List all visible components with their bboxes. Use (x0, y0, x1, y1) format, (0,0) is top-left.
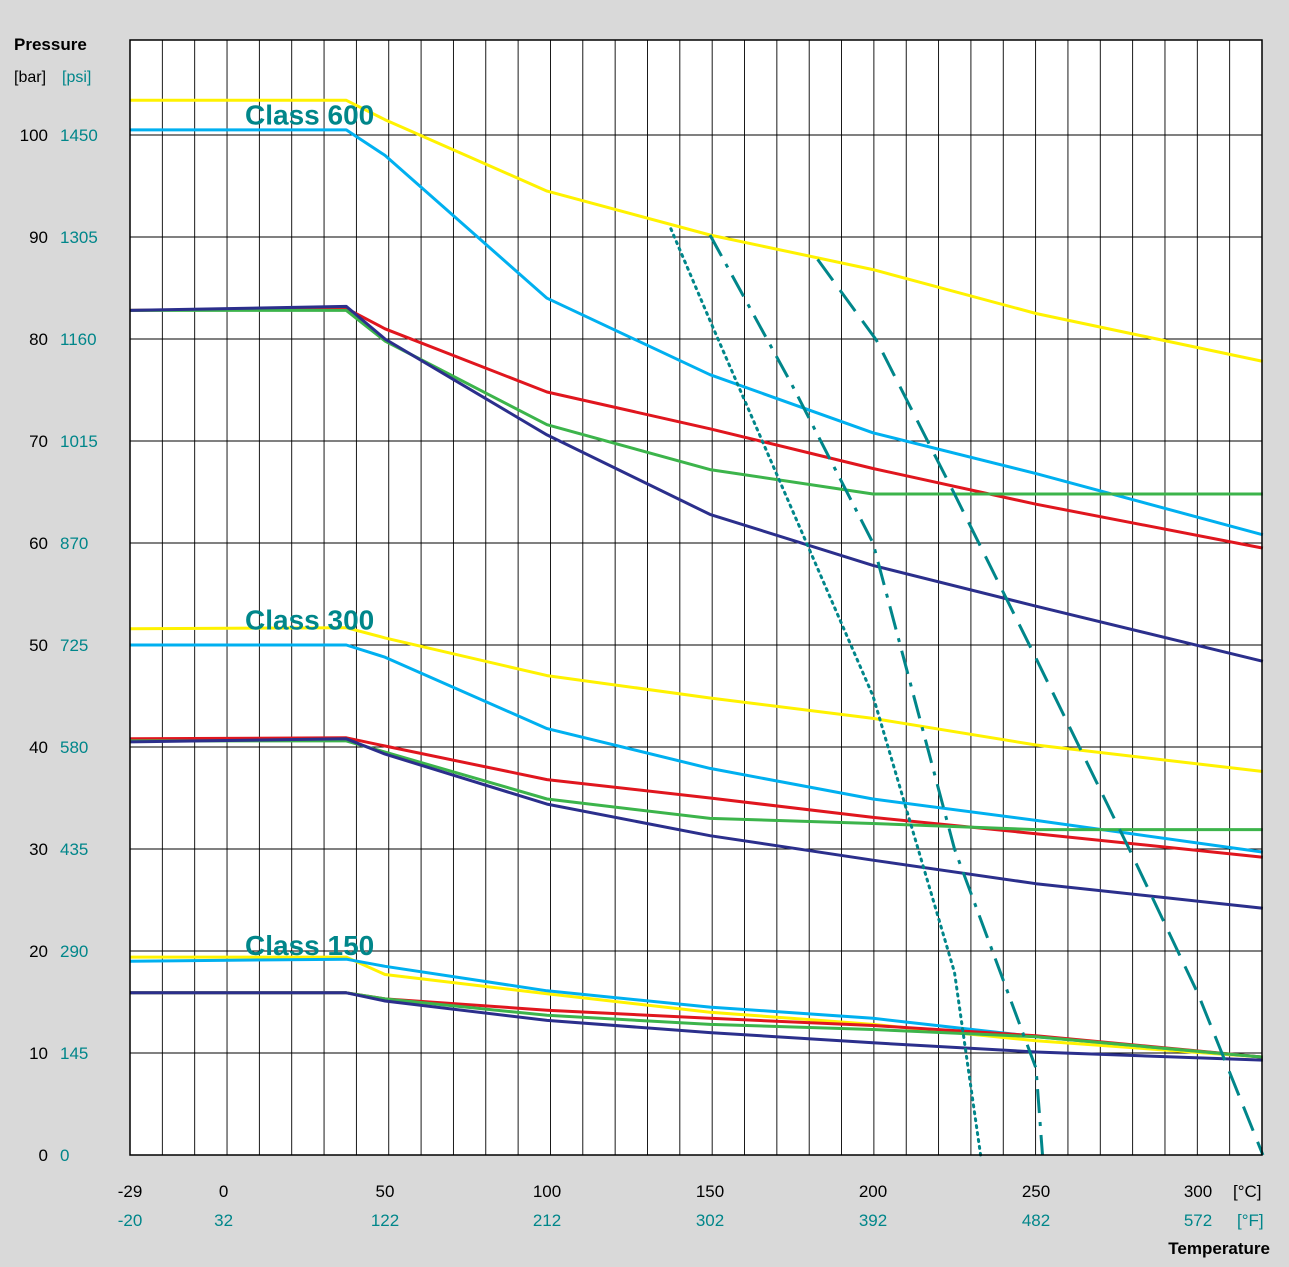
y-axis-title: Pressure (14, 35, 87, 54)
x-tick-label-celsius: 300 (1184, 1182, 1212, 1201)
x-axis-title: Temperature (1168, 1239, 1270, 1258)
y-tick-label-psi: 0 (60, 1146, 69, 1165)
x-tick-label-celsius: 150 (696, 1182, 724, 1201)
x-tick-label-fahrenheit: -20 (118, 1211, 143, 1230)
y-tick-label-psi: 725 (60, 636, 88, 655)
x-tick-label-fahrenheit: 572 (1184, 1211, 1212, 1230)
x-tick-label-fahrenheit: 302 (696, 1211, 724, 1230)
y-unit-psi: [psi] (62, 69, 91, 86)
series-line-class-150-navy (130, 991, 1263, 1062)
y-tick-label-psi: 435 (60, 840, 88, 859)
x-tick-label-celsius: 200 (859, 1182, 887, 1201)
y-tick-label-bar: 30 (29, 840, 48, 859)
class-label: Class 300 (245, 605, 374, 636)
x-unit-fahrenheit: [°F] (1237, 1211, 1264, 1230)
plot-frame (129, 39, 1263, 1156)
y-tick-label-bar: 0 (39, 1146, 48, 1165)
y-tick-label-psi: 1450 (60, 126, 98, 145)
class-label: Class 150 (245, 930, 374, 961)
x-tick-label-celsius: 100 (533, 1182, 561, 1201)
y-tick-label-bar: 50 (29, 636, 48, 655)
series-line-class-300-yellow (129, 626, 1264, 773)
y-tick-label-bar: 70 (29, 432, 48, 451)
series-line-class-600-green (130, 308, 1263, 496)
series-line-class-300-red (129, 736, 1264, 859)
x-unit-celsius: [°C] (1233, 1182, 1262, 1201)
y-tick-label-psi: 290 (60, 942, 88, 961)
series-line-class-600-yellow (130, 98, 1264, 363)
limit-curve-dashed (816, 258, 1265, 1156)
x-tick-label-fahrenheit: 122 (371, 1211, 399, 1230)
series-layer (129, 98, 1265, 1157)
x-tick-label-celsius: 250 (1022, 1182, 1050, 1201)
plot-area (130, 40, 1262, 1155)
y-tick-label-bar: 10 (29, 1044, 48, 1063)
x-tick-label-celsius: 0 (219, 1182, 228, 1201)
y-tick-label-psi: 870 (60, 534, 88, 553)
x-tick-label-fahrenheit: 482 (1022, 1211, 1050, 1230)
series-line-class-300-navy (129, 737, 1264, 910)
y-tick-label-bar: 60 (29, 534, 48, 553)
series-line-class-600-light-blue (130, 128, 1264, 537)
limit-curve-dashdot (708, 234, 1044, 1156)
y-tick-label-psi: 1015 (60, 432, 98, 451)
x-tick-label-fahrenheit: 32 (214, 1211, 233, 1230)
y-tick-label-bar: 90 (29, 228, 48, 247)
y-tick-label-psi: 145 (60, 1044, 88, 1063)
y-tick-label-bar: 20 (29, 942, 48, 961)
y-tick-label-psi: 580 (60, 738, 88, 757)
y-tick-label-bar: 40 (29, 738, 48, 757)
y-tick-label-bar: 100 (20, 126, 48, 145)
y-tick-label-psi: 1160 (60, 330, 97, 349)
x-tick-label-fahrenheit: 212 (533, 1211, 561, 1230)
class-label: Class 600 (245, 100, 374, 131)
y-tick-label-bar: 80 (29, 330, 48, 349)
x-tick-label-celsius: -29 (118, 1182, 143, 1201)
y-unit-bar: [bar] (14, 69, 46, 86)
x-tick-label-celsius: 50 (376, 1182, 395, 1201)
series-line-class-300-light-blue (130, 643, 1264, 854)
y-tick-label-psi: 1305 (60, 228, 98, 247)
series-line-class-600-navy (129, 304, 1264, 663)
x-tick-label-fahrenheit: 392 (859, 1211, 887, 1230)
